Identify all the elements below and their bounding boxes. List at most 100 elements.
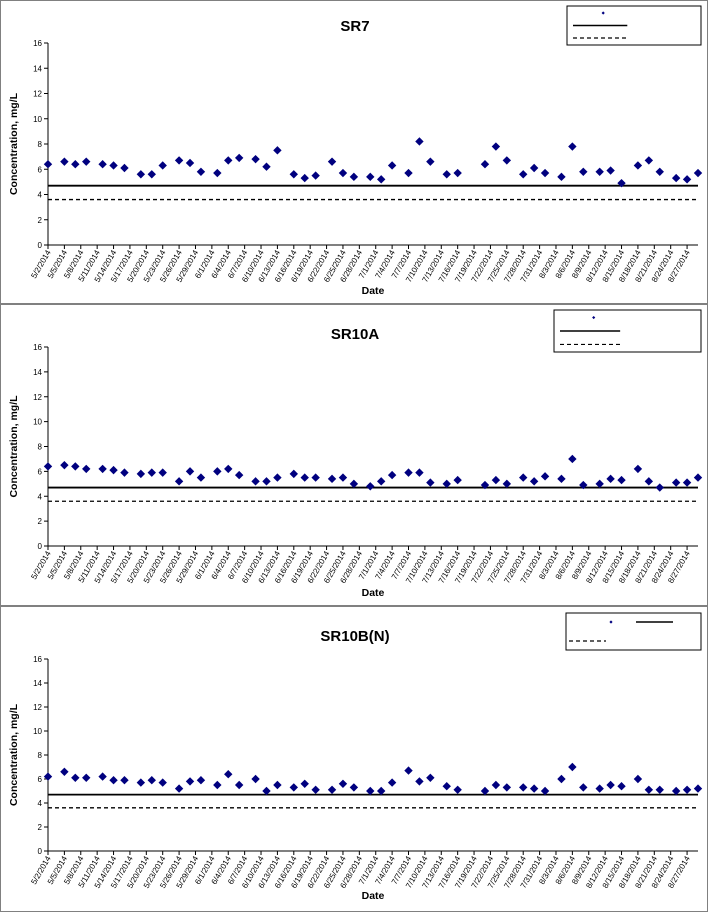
data-point [224, 770, 233, 779]
data-point [158, 468, 167, 477]
x-axis-label: Date [362, 890, 385, 902]
data-point [644, 477, 654, 486]
data-point [136, 778, 146, 787]
y-tick-label: 10 [33, 115, 42, 124]
data-point [196, 473, 206, 482]
data-point [82, 464, 91, 474]
data-point [366, 172, 375, 182]
data-point [120, 468, 129, 477]
data-point [349, 479, 359, 489]
data-point [557, 474, 566, 484]
chart-panel-sr7: SR7 0 2 4 6 8 10 12 14 16 Concentration, mg/L 5/2/2… [0, 0, 708, 304]
y-tick-label: 2 [38, 517, 43, 526]
y-tick-label: 14 [33, 368, 42, 377]
data-point [387, 161, 397, 170]
data-point [617, 178, 626, 188]
data-point [158, 161, 167, 170]
data-point [606, 166, 615, 175]
data-point [519, 783, 528, 792]
x-axis-label: Date [362, 285, 385, 297]
data-point [71, 773, 80, 782]
legend [553, 309, 702, 353]
data-point [349, 172, 359, 182]
data-point [147, 170, 156, 179]
data-point [502, 783, 512, 792]
data-point [480, 480, 490, 490]
y-axis-label: Concentration, mg/L [8, 92, 20, 195]
legend [565, 612, 702, 651]
data-point [480, 160, 490, 169]
data-point [174, 156, 184, 165]
data-point [519, 473, 528, 482]
y-tick-label: 12 [33, 90, 42, 99]
data-point [633, 464, 643, 474]
data-point [480, 786, 490, 796]
data-point [224, 156, 233, 165]
data-point [579, 480, 588, 490]
data-point [579, 783, 588, 792]
data-point [234, 780, 244, 790]
data-point [376, 175, 386, 184]
x-axis-label: Date [362, 587, 385, 599]
y-tick-label: 6 [38, 165, 43, 174]
y-tick-label: 10 [33, 418, 42, 427]
data-point [289, 469, 298, 479]
data-point [644, 156, 654, 165]
y-tick-label: 8 [38, 140, 43, 149]
data-point [426, 478, 435, 487]
data-point [311, 473, 320, 482]
data-point [442, 479, 451, 489]
data-point [644, 785, 654, 794]
y-tick-label: 0 [38, 241, 43, 250]
data-point [529, 477, 539, 486]
chart-panel-sr10a: SR10A 0 2 4 6 8 10 12 14 16 Concentration, mg/L 5/2… [0, 304, 708, 606]
data-point [43, 772, 53, 781]
data-point [568, 142, 577, 151]
data-point [262, 786, 271, 796]
data-point [453, 785, 462, 794]
data-point [213, 467, 222, 476]
y-tick-label: 4 [38, 191, 43, 200]
data-point [109, 465, 118, 475]
data-point [502, 156, 512, 165]
y-tick-label: 6 [38, 467, 43, 476]
data-point [349, 783, 359, 792]
y-tick-label: 16 [33, 39, 42, 48]
data-point [338, 168, 348, 178]
y-tick-label: 16 [33, 655, 42, 664]
data-point [300, 173, 309, 183]
data-point [453, 168, 462, 178]
data-point [262, 477, 271, 486]
data-point [693, 473, 703, 482]
data-point [327, 474, 337, 484]
data-point [338, 473, 348, 482]
y-tick-label: 14 [33, 64, 42, 73]
data-point [540, 472, 550, 481]
data-point [43, 462, 53, 471]
data-point [568, 454, 577, 464]
data-point [120, 776, 129, 785]
data-point [606, 780, 615, 790]
data-point [147, 776, 156, 785]
data-point [491, 780, 501, 790]
y-tick-label: 8 [38, 751, 43, 760]
data-point [82, 157, 91, 166]
data-point [682, 478, 692, 487]
data-point [327, 785, 337, 794]
data-point [633, 774, 643, 784]
data-point [213, 168, 222, 178]
data-point [442, 782, 451, 791]
data-point [273, 780, 282, 790]
data-point [655, 483, 664, 492]
chart-title: SR7 [340, 18, 369, 35]
data-point [60, 767, 69, 776]
y-tick-label: 2 [38, 216, 43, 225]
data-point [289, 170, 298, 179]
data-point [300, 779, 309, 788]
data-point [147, 468, 156, 477]
data-point [557, 774, 566, 784]
data-point [415, 468, 424, 477]
data-point [671, 478, 681, 487]
data-point [327, 157, 337, 166]
